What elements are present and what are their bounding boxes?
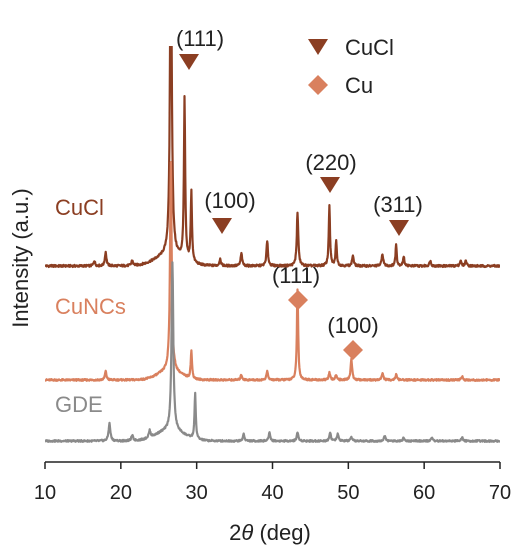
triangle-marker-icon [389, 220, 409, 236]
annotation-label: (220) [305, 150, 356, 175]
legend-label: Cu [345, 73, 373, 98]
x-tick-label: 30 [186, 482, 208, 504]
x-axis-label-symbol: θ [241, 520, 253, 545]
x-axis: 10 20 30 40 50 60 70 [34, 461, 511, 504]
legend-item-cucl: CuCl [308, 35, 394, 60]
peak-annotations: (111) (100) (220) (311) (111) (100) [176, 26, 423, 360]
x-tick-label: 20 [110, 482, 132, 504]
triangle-marker-icon [212, 218, 232, 234]
x-axis-label-prefix: 2 [229, 520, 241, 545]
diamond-marker-icon [288, 290, 308, 310]
x-tick-label: 40 [261, 482, 283, 504]
annotation-cucl-111: (111) [176, 26, 224, 70]
annotation-cucl-220: (220) [305, 150, 357, 193]
annotation-label: (111) [176, 26, 224, 51]
x-axis-label: 2θ (deg) [229, 520, 311, 545]
annotation-cuncs-111: (111) [272, 263, 320, 310]
annotation-label: (311) [373, 192, 423, 217]
triangle-marker-icon [320, 177, 340, 193]
triangle-marker-icon [308, 39, 328, 55]
y-axis-label: Intensity (a.u.) [8, 188, 33, 327]
annotation-label: (100) [327, 313, 378, 338]
x-tick-label: 60 [413, 482, 435, 504]
series-label-cucl: CuCl [55, 195, 104, 220]
annotation-cuncs-100: (100) [327, 313, 379, 360]
legend-item-cu: Cu [308, 73, 373, 98]
legend-label: CuCl [345, 35, 394, 60]
x-axis-label-suffix: (deg) [253, 520, 310, 545]
xrd-traces [45, 46, 500, 443]
triangle-marker-icon [179, 54, 199, 70]
series-label-cuncs: CuNCs [55, 294, 126, 319]
annotation-cucl-311: (311) [373, 192, 423, 236]
legend: CuCl Cu [308, 35, 394, 98]
annotation-label: (111) [272, 263, 320, 288]
annotation-cucl-100: (100) [204, 188, 256, 234]
x-tick-label: 70 [489, 482, 511, 504]
diamond-marker-icon [308, 75, 328, 95]
x-tick-label: 50 [337, 482, 359, 504]
series-line-cucl [45, 46, 500, 269]
series-line-cuncs [45, 161, 500, 382]
diamond-marker-icon [343, 340, 363, 360]
series-line-gde [45, 261, 500, 443]
annotation-label: (100) [204, 188, 255, 213]
x-tick-label: 10 [34, 482, 56, 504]
series-label-gde: GDE [55, 392, 103, 417]
